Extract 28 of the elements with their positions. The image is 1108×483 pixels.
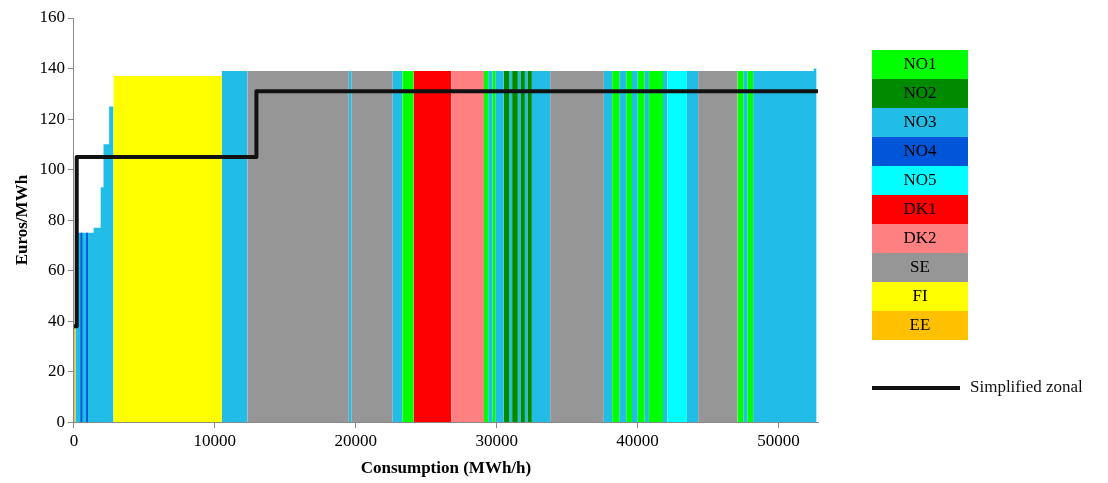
x-tick-label: 50000 [757,430,800,450]
text: Simplified zonal [970,377,1084,397]
y-tick-label: 20 [47,361,65,381]
text: NO2 [903,83,937,103]
x-tick-label: 30000 [475,430,518,450]
text: DK1 [903,199,937,219]
y-tick-label: 40 [47,310,65,330]
text: EE [909,315,931,335]
y-tick-label: 60 [47,260,65,280]
text: NO5 [903,170,937,190]
text: NO4 [903,141,938,161]
y-tick-label: 100 [39,159,65,179]
text: NO1 [903,54,937,74]
x-tick-label: 40000 [616,430,659,450]
text: SE [910,257,930,277]
y-tick-label: 0 [56,411,65,431]
x-tick-label: 0 [69,430,79,450]
text: DK2 [903,228,937,248]
x-tick-label: 20000 [334,430,378,450]
x-axis-title: Consumption (MWh/h) [360,458,532,478]
y-axis-title: Euros/MWh [11,174,31,266]
y-tick-label: 120 [39,108,65,128]
y-tick-label: 160 [39,7,65,27]
x-tick-label: 10000 [193,430,237,450]
text: NO3 [903,112,937,132]
text: FI [912,286,928,306]
y-tick-label: 140 [39,57,65,77]
y-tick-label: 80 [47,209,65,229]
